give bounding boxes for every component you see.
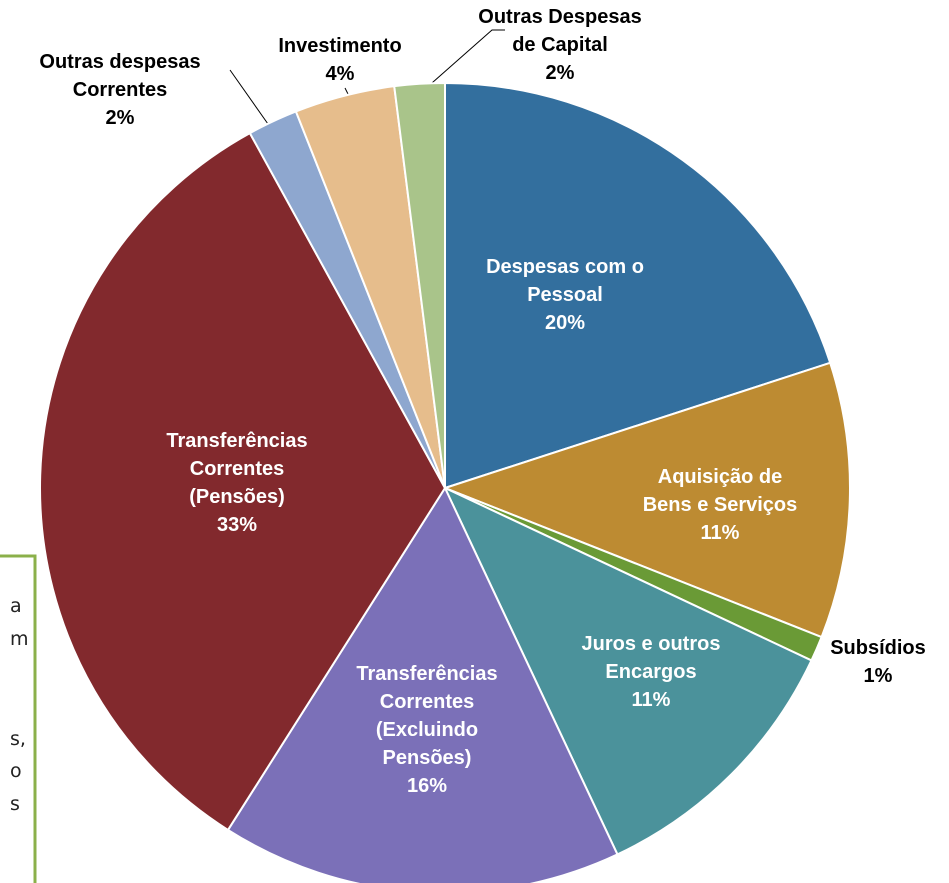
leader-line xyxy=(229,69,269,125)
slice-label: Juros e outros Encargos 11% xyxy=(571,630,731,714)
label-name: Outras despesas Correntes xyxy=(39,51,201,101)
pie-slice xyxy=(444,81,832,490)
side-text: m xyxy=(10,628,29,650)
label-value: 20% xyxy=(544,312,586,334)
label-name: Transferências Correntes (Pensões) xyxy=(166,430,308,508)
slice-label: Subsídios 1% xyxy=(813,634,943,690)
side-text: a xyxy=(10,595,22,617)
side-text: o xyxy=(10,760,22,782)
label-name: Investimento xyxy=(278,35,402,57)
label-name: Outras Despesas de Capital xyxy=(478,6,642,56)
label-name: Despesas com o Pessoal xyxy=(486,256,644,306)
label-value: 2% xyxy=(105,107,135,129)
side-text: s, xyxy=(10,728,26,750)
pie-slice xyxy=(393,81,446,489)
label-value: 11% xyxy=(631,689,671,711)
slice-label: Outras Despesas de Capital 2% xyxy=(473,3,648,87)
label-value: 4% xyxy=(325,63,355,85)
pie-slice xyxy=(442,485,813,856)
slice-label: Outras despesas Correntes 2% xyxy=(33,48,208,132)
label-name: Transferências Correntes (Excluindo Pens… xyxy=(356,663,498,769)
slice-label: Investimento 4% xyxy=(260,32,420,88)
label-value: 2% xyxy=(545,62,575,84)
pie-slice xyxy=(226,485,619,883)
slice-label: Despesas com o Pessoal 20% xyxy=(475,253,655,337)
pie-slice xyxy=(442,361,851,639)
side-text: s xyxy=(10,793,20,815)
slice-label: Aquisição de Bens e Serviços 11% xyxy=(638,463,803,547)
side-box xyxy=(0,554,37,883)
slice-label: Transferências Correntes (Pensões) 33% xyxy=(157,427,317,539)
label-value: 1% xyxy=(863,665,893,687)
leader-line xyxy=(423,29,505,91)
label-value: 11% xyxy=(700,522,740,544)
slice-label: Transferências Correntes (Excluindo Pens… xyxy=(347,660,507,800)
label-name: Subsídios xyxy=(830,637,926,659)
pie-slice xyxy=(39,131,447,832)
label-name: Juros e outros Encargos xyxy=(581,633,721,683)
label-value: 33% xyxy=(216,514,258,536)
label-name: Aquisição de Bens e Serviços xyxy=(642,466,798,516)
label-value: 16% xyxy=(406,775,448,797)
